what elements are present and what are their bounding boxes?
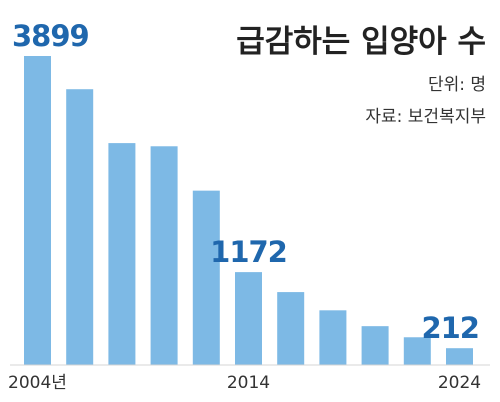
data-label: 212 bbox=[421, 311, 479, 345]
bar-2018 bbox=[319, 310, 347, 365]
bar-2006 bbox=[66, 89, 94, 365]
x-tick-label: 2004년 bbox=[8, 373, 67, 393]
unit-note: 단위: 명 bbox=[428, 75, 486, 95]
data-label: 1172 bbox=[210, 235, 287, 269]
bar-2024 bbox=[446, 348, 473, 365]
source-note: 자료: 보건복지부 bbox=[365, 107, 486, 127]
chart-title: 급감하는 입양아 수 bbox=[236, 24, 486, 60]
bar-2022 bbox=[403, 337, 431, 365]
x-tick-label: 2024 bbox=[438, 373, 481, 393]
bars-group bbox=[24, 56, 473, 365]
bar-2010 bbox=[150, 146, 178, 365]
bar-2014 bbox=[235, 272, 262, 365]
x-tick-labels: 2004년 2014 2024 bbox=[8, 373, 481, 393]
bar-2016 bbox=[277, 292, 305, 365]
bar-2012 bbox=[192, 190, 220, 365]
x-tick-label: 2014 bbox=[227, 373, 270, 393]
data-label: 3899 bbox=[12, 19, 89, 53]
bar-2008 bbox=[108, 143, 136, 365]
bar-2020 bbox=[361, 326, 389, 365]
bar-2004 bbox=[24, 56, 51, 365]
data-labels: 3899 1172 212 bbox=[12, 19, 480, 345]
